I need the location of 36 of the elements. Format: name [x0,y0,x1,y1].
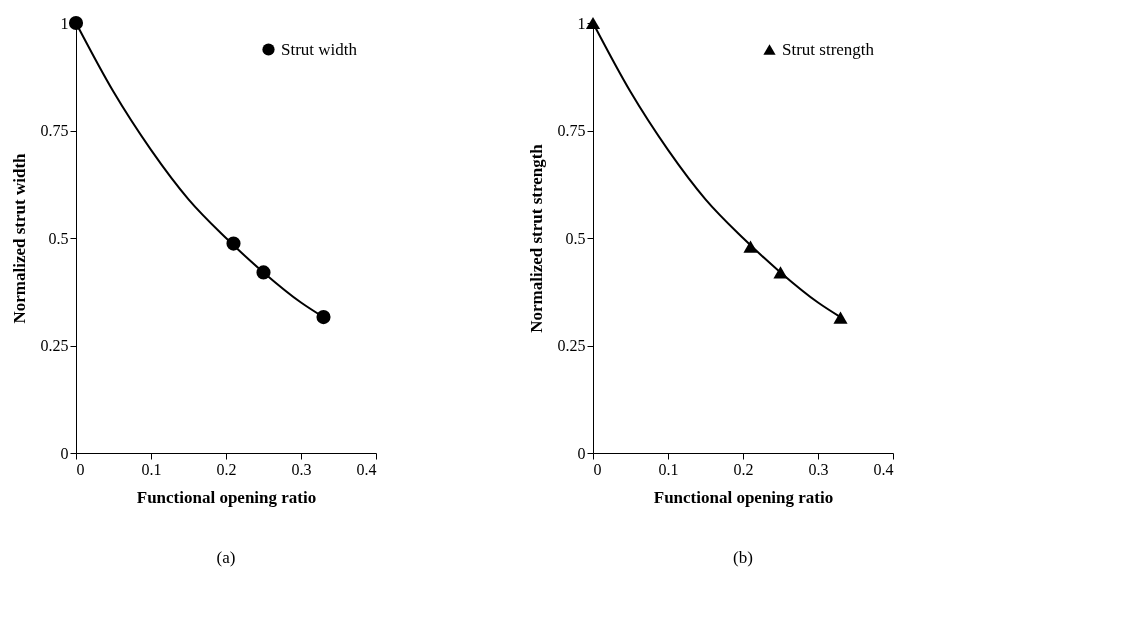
x-tick-label: 0.4 [356,460,377,478]
point [773,266,788,279]
x-tick-label: 0 [76,460,85,478]
y-axis-title: Normalized strut strength [526,143,546,333]
x-tick-label: 0.1 [658,460,679,478]
y-axis-title: Normalized strut width [9,152,29,324]
legend-label: Strut width [281,39,358,59]
y-tick-label: 0.25 [557,337,586,354]
y-tick-label: 0.5 [565,229,586,247]
y-tick-label: 0.25 [40,337,69,354]
point [256,265,271,280]
point [316,310,331,325]
y-tick-label: 0.75 [557,122,586,139]
point [68,15,84,31]
x-axis-title: Functional opening ratio [653,487,834,507]
x-tick-label: 0 [593,460,602,478]
x-tick-label: 0.2 [216,460,237,478]
legend-label: Strut strength [782,39,875,59]
y-tick-label: 1 [60,14,69,32]
point [833,311,848,324]
x-tick-label: 0.3 [291,460,312,478]
point [585,16,601,30]
point [226,236,241,251]
y-tick-label: 0.5 [48,229,69,247]
y-tick-label: 0.75 [40,122,69,139]
text: (b) [733,548,753,567]
x-tick-label: 0.2 [733,460,754,478]
y-tick-label: 0 [60,444,69,462]
text: (a) [216,548,236,567]
y-tick-label: 0 [577,444,586,462]
x-tick-label: 0.4 [873,460,894,478]
x-tick-label: 0.1 [141,460,162,478]
x-tick-label: 0.3 [808,460,829,478]
x-axis-title: Functional opening ratio [136,487,317,507]
y-tick-label: 1 [577,14,586,32]
point [743,240,758,253]
